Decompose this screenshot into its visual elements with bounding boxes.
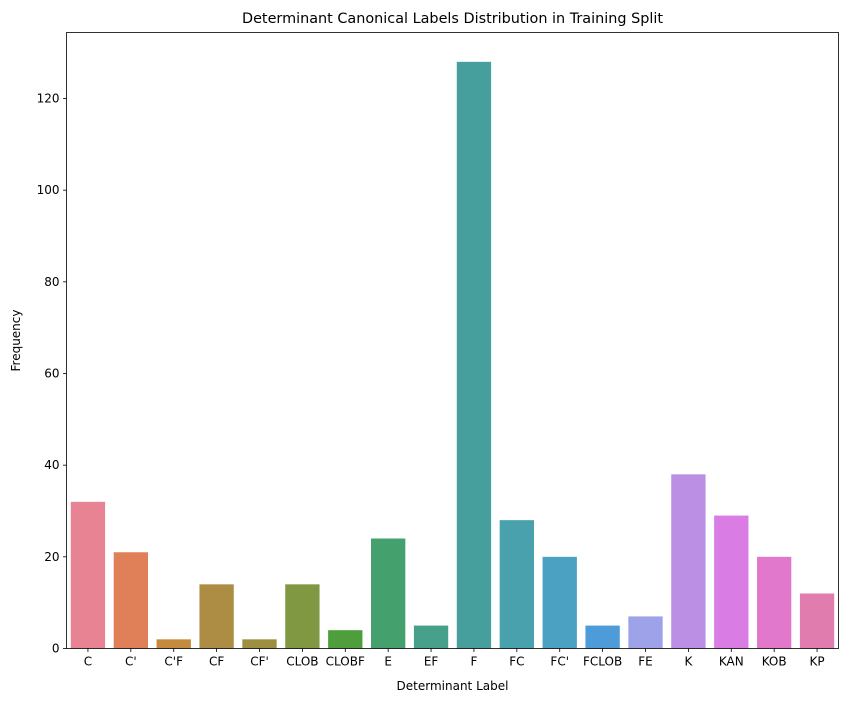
y-tick-label: 120 xyxy=(37,92,60,106)
plot-frame xyxy=(66,32,839,649)
x-tick-label: K xyxy=(684,655,693,669)
bar-k xyxy=(671,474,706,649)
bar-c- xyxy=(113,552,148,649)
bar-fc- xyxy=(542,556,577,649)
x-tick-label: CF xyxy=(209,655,224,669)
chart-title: Determinant Canonical Labels Distributio… xyxy=(242,11,663,27)
x-tick-label: KP xyxy=(810,655,825,669)
bar-fc xyxy=(499,520,534,649)
bar-ef xyxy=(413,625,449,649)
bar-fe xyxy=(628,616,663,649)
y-axis-label: Frequency xyxy=(9,310,23,372)
x-tick-label: C'F xyxy=(164,655,183,669)
bar-e xyxy=(371,538,406,649)
x-tick-label: E xyxy=(384,655,392,669)
x-tick-label: CLOB xyxy=(286,655,318,669)
bar-c-f xyxy=(156,639,191,649)
x-tick-label: C' xyxy=(125,655,137,669)
y-tick-label: 60 xyxy=(44,367,59,381)
y-tick-label: 40 xyxy=(44,458,59,472)
bar-kp xyxy=(799,593,835,649)
y-tick-label: 0 xyxy=(52,642,60,656)
x-tick-label: FE xyxy=(638,655,652,669)
x-axis-ticks: C C' C'F CF CF' CLOB CLOBF E EF F FC FC' FCLOB FE K KAN… xyxy=(84,648,825,669)
x-tick-label: F xyxy=(470,655,477,669)
bar-fclob xyxy=(585,625,620,649)
bar-c xyxy=(70,501,106,649)
y-tick-label: 100 xyxy=(37,183,60,197)
x-tick-label: EF xyxy=(424,655,439,669)
y-tick-label: 80 xyxy=(44,275,59,289)
x-tick-label: FCLOB xyxy=(583,655,622,669)
x-tick-label: KAN xyxy=(719,655,744,669)
bars xyxy=(70,61,835,649)
x-tick-label: CF' xyxy=(250,655,269,669)
x-tick-label: FC' xyxy=(550,655,569,669)
bar-kan xyxy=(714,515,749,649)
bar-clob xyxy=(285,584,320,649)
y-axis-ticks: 0 20 40 60 80 100 120 xyxy=(37,92,67,656)
bar-f xyxy=(456,61,492,649)
x-axis-label: Determinant Label xyxy=(397,679,509,693)
bar-cf- xyxy=(242,639,277,649)
x-tick-label: KOB xyxy=(762,655,787,669)
x-tick-label: FC xyxy=(509,655,524,669)
bar-cf xyxy=(199,584,234,649)
x-tick-label: C xyxy=(84,655,92,669)
y-tick-label: 20 xyxy=(44,550,59,564)
bar-kob xyxy=(757,556,792,649)
x-tick-label: CLOBF xyxy=(326,655,365,669)
bar-clobf xyxy=(328,630,363,649)
